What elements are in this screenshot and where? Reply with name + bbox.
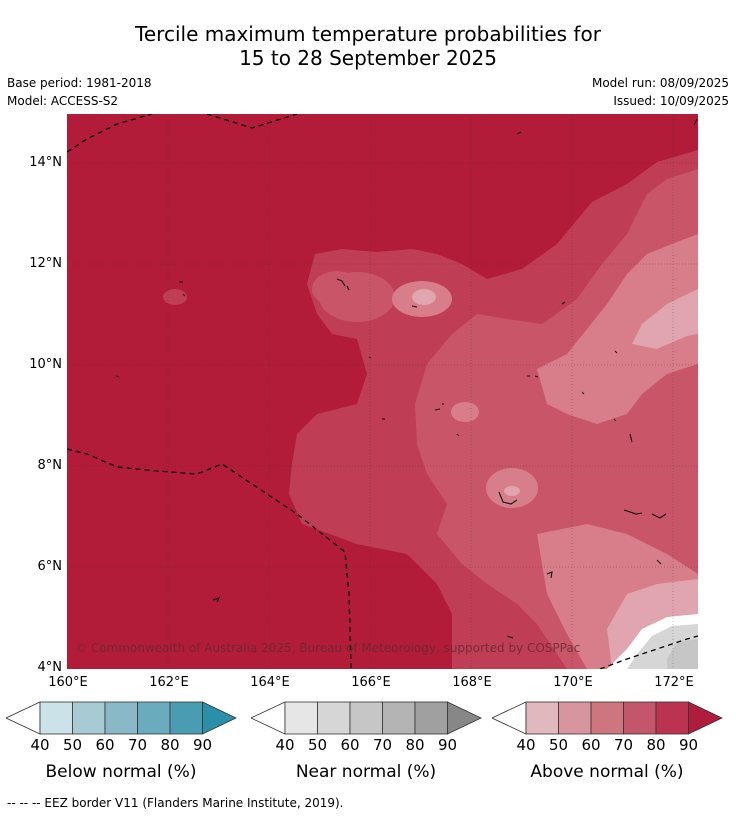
meta-right: Model run: 08/09/2025 Issued: 10/09/2025: [592, 74, 729, 110]
islands: [115, 118, 698, 639]
tick: 80: [405, 736, 425, 754]
probability-map[interactable]: [66, 113, 699, 670]
map-title: Tercile maximum temperature probabilitie…: [0, 22, 736, 70]
colorbar-above-label: Above normal (%): [530, 762, 684, 782]
lon-label-164: 164°E: [250, 675, 290, 690]
model-name: Model: ACCESS-S2: [7, 94, 119, 108]
tick: 60: [340, 736, 360, 754]
tick: 50: [548, 736, 569, 754]
tick: 70: [127, 736, 148, 754]
colorbar-near-label: Near normal (%): [295, 762, 437, 782]
lat-label-8: 8°N: [37, 458, 63, 473]
tick: 80: [160, 736, 180, 754]
eez-borders: [66, 113, 699, 670]
lat-label-4: 4°N: [37, 660, 63, 675]
lon-label-168: 168°E: [452, 675, 492, 690]
colorbar-above-svg: [492, 701, 723, 735]
blob-west: [163, 289, 187, 305]
colorbar-below-normal: [6, 700, 238, 736]
graticule: [67, 114, 698, 669]
issued-date: Issued: 10/09/2025: [613, 94, 729, 108]
colorbar-near-normal: [251, 700, 483, 736]
tick: 40: [30, 736, 50, 754]
tick: 70: [372, 736, 393, 754]
region-above-60: [537, 234, 698, 424]
tick: 90: [437, 736, 458, 754]
tick: 40: [516, 736, 536, 754]
model-run: Model run: 08/09/2025: [591, 76, 729, 90]
tick: 50: [62, 736, 83, 754]
hot-spot-core: [412, 289, 436, 305]
tick: 50: [307, 736, 328, 754]
lon-label-172: 172°E: [654, 675, 694, 690]
map-svg: [66, 113, 699, 670]
region-near-normal-dark: [667, 639, 698, 669]
colorbar-above-normal: [492, 700, 724, 736]
blob-center: [451, 402, 479, 422]
lon-label-170: 170°E: [553, 675, 593, 690]
lon-label-160: 160°E: [48, 675, 88, 690]
lat-label-12: 12°N: [29, 256, 62, 271]
lat-label-10: 10°N: [29, 357, 62, 372]
tick: 80: [646, 736, 666, 754]
colorbar-below-label: Below normal (%): [45, 762, 197, 782]
lat-label-6: 6°N: [37, 559, 63, 574]
tick: 90: [678, 736, 699, 754]
blob-north-mid-2: [312, 271, 362, 307]
mid-east-core: [504, 486, 520, 496]
lon-label-162: 162°E: [149, 675, 189, 690]
lon-label-166: 166°E: [351, 675, 391, 690]
copyright-notice: © Commonwealth of Australia 2025, Bureau…: [75, 641, 581, 655]
eez-footnote: -- -- -- EEZ border V11 (Flanders Marine…: [7, 796, 344, 810]
region-above-50: [632, 289, 698, 349]
tick: 60: [581, 736, 601, 754]
tick: 40: [275, 736, 295, 754]
tick: 90: [192, 736, 213, 754]
colorbar-below-svg: [6, 701, 237, 735]
title-line-2: 15 to 28 September 2025: [239, 46, 497, 70]
tick: 60: [95, 736, 115, 754]
meta-left: Base period: 1981-2018 Model: ACCESS-S2: [7, 74, 152, 110]
tick: 70: [613, 736, 634, 754]
base-period: Base period: 1981-2018: [7, 76, 152, 90]
lat-label-14: 14°N: [29, 155, 62, 170]
colorbar-near-svg: [251, 701, 482, 735]
title-line-1: Tercile maximum temperature probabilitie…: [135, 22, 601, 46]
